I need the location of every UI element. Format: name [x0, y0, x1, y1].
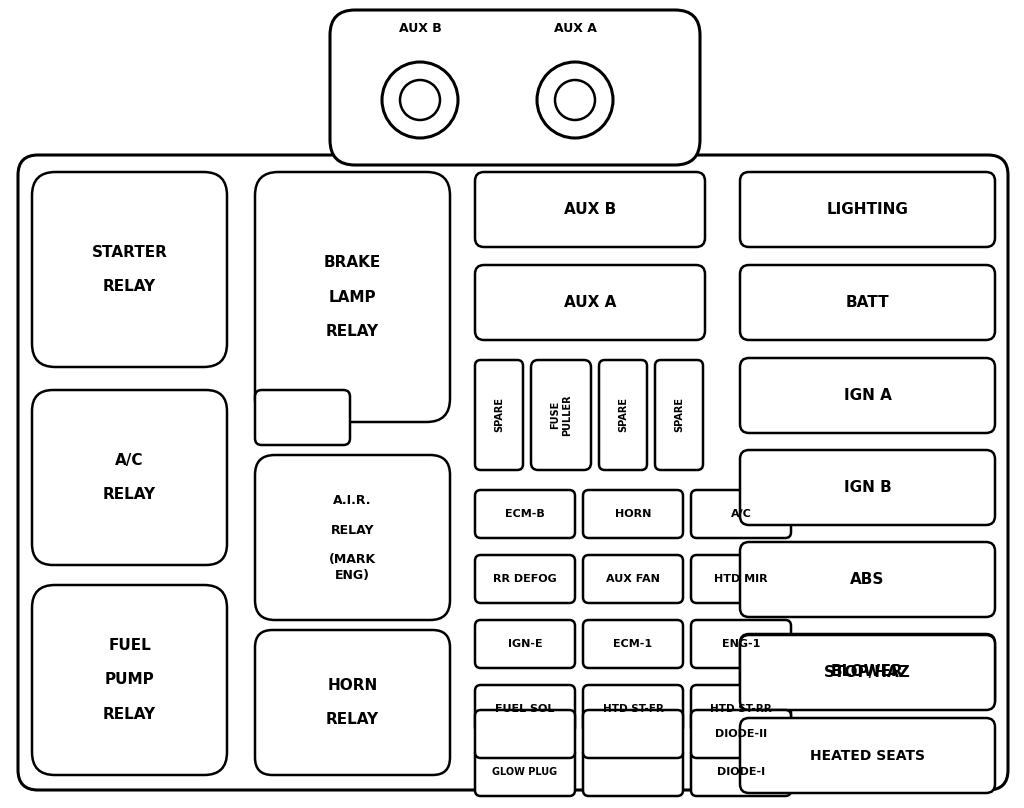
Text: SPARE: SPARE [618, 398, 628, 432]
Text: DIODE-II: DIODE-II [715, 729, 767, 739]
FancyBboxPatch shape [740, 718, 995, 793]
Text: SPARE: SPARE [494, 398, 504, 432]
Text: IGN B: IGN B [844, 480, 891, 495]
FancyBboxPatch shape [583, 490, 683, 538]
Circle shape [382, 62, 458, 138]
FancyBboxPatch shape [740, 265, 995, 340]
FancyBboxPatch shape [531, 360, 591, 470]
FancyBboxPatch shape [583, 620, 683, 668]
FancyBboxPatch shape [255, 630, 450, 775]
FancyBboxPatch shape [691, 620, 791, 668]
Text: BATT: BATT [846, 295, 889, 310]
Text: AUX FAN: AUX FAN [606, 574, 659, 584]
Circle shape [537, 62, 613, 138]
Circle shape [555, 80, 595, 120]
Text: IGN A: IGN A [844, 388, 892, 403]
FancyBboxPatch shape [583, 710, 683, 758]
Text: AUX A: AUX A [554, 22, 596, 35]
Text: ECM-B: ECM-B [505, 509, 545, 519]
FancyBboxPatch shape [255, 390, 350, 445]
Text: A/C: A/C [730, 509, 752, 519]
FancyBboxPatch shape [330, 10, 700, 165]
FancyBboxPatch shape [691, 685, 791, 733]
FancyBboxPatch shape [475, 748, 575, 796]
Text: HTD ST-RR: HTD ST-RR [710, 704, 772, 714]
Text: ECM-1: ECM-1 [613, 639, 652, 649]
FancyBboxPatch shape [740, 635, 995, 710]
Text: STARTER

RELAY: STARTER RELAY [91, 245, 168, 294]
FancyBboxPatch shape [691, 710, 791, 758]
Text: HORN: HORN [614, 509, 651, 519]
FancyBboxPatch shape [691, 748, 791, 796]
Text: BLOWER: BLOWER [831, 664, 904, 679]
FancyBboxPatch shape [740, 172, 995, 247]
FancyBboxPatch shape [32, 390, 227, 565]
Text: ABS: ABS [850, 572, 885, 587]
FancyBboxPatch shape [655, 360, 703, 470]
Text: HORN

RELAY: HORN RELAY [326, 678, 379, 727]
FancyBboxPatch shape [740, 542, 995, 617]
Text: A.I.R.

RELAY

(MARK
ENG): A.I.R. RELAY (MARK ENG) [329, 494, 376, 582]
Text: AUX B: AUX B [564, 202, 616, 217]
FancyBboxPatch shape [691, 555, 791, 603]
Text: GLOW PLUG: GLOW PLUG [493, 767, 557, 777]
Text: IGN-E: IGN-E [508, 639, 543, 649]
FancyBboxPatch shape [740, 358, 995, 433]
FancyBboxPatch shape [475, 685, 575, 733]
FancyBboxPatch shape [475, 265, 705, 340]
FancyBboxPatch shape [475, 360, 523, 470]
Text: FUEL

PUMP

RELAY: FUEL PUMP RELAY [103, 638, 156, 722]
FancyBboxPatch shape [32, 585, 227, 775]
Text: SPARE: SPARE [674, 398, 684, 432]
Text: A/C

RELAY: A/C RELAY [103, 452, 156, 503]
FancyBboxPatch shape [475, 710, 575, 758]
Text: HEATED SEATS: HEATED SEATS [810, 748, 925, 763]
FancyBboxPatch shape [475, 620, 575, 668]
FancyBboxPatch shape [255, 172, 450, 422]
FancyBboxPatch shape [583, 748, 683, 796]
FancyBboxPatch shape [255, 455, 450, 620]
FancyBboxPatch shape [475, 555, 575, 603]
Text: ENG-1: ENG-1 [722, 639, 760, 649]
Text: AUX B: AUX B [398, 22, 441, 35]
Text: AUX A: AUX A [564, 295, 616, 310]
Text: LIGHTING: LIGHTING [826, 202, 908, 217]
Text: HTD MIR: HTD MIR [714, 574, 768, 584]
FancyBboxPatch shape [475, 172, 705, 247]
Text: BRAKE

LAMP

RELAY: BRAKE LAMP RELAY [324, 255, 381, 339]
FancyBboxPatch shape [583, 555, 683, 603]
Text: DIODE-I: DIODE-I [717, 767, 765, 777]
Text: HTD ST-FR: HTD ST-FR [602, 704, 664, 714]
FancyBboxPatch shape [599, 360, 647, 470]
FancyBboxPatch shape [475, 490, 575, 538]
FancyBboxPatch shape [691, 490, 791, 538]
FancyBboxPatch shape [740, 450, 995, 525]
FancyBboxPatch shape [740, 634, 995, 709]
Text: FUSE
PULLER: FUSE PULLER [550, 394, 571, 436]
FancyBboxPatch shape [18, 155, 1008, 790]
FancyBboxPatch shape [583, 685, 683, 733]
Text: FUEL SOL: FUEL SOL [496, 704, 555, 714]
FancyBboxPatch shape [32, 172, 227, 367]
Text: RR DEFOG: RR DEFOG [494, 574, 557, 584]
Text: STOP/HAZ: STOP/HAZ [824, 665, 911, 680]
Circle shape [400, 80, 440, 120]
